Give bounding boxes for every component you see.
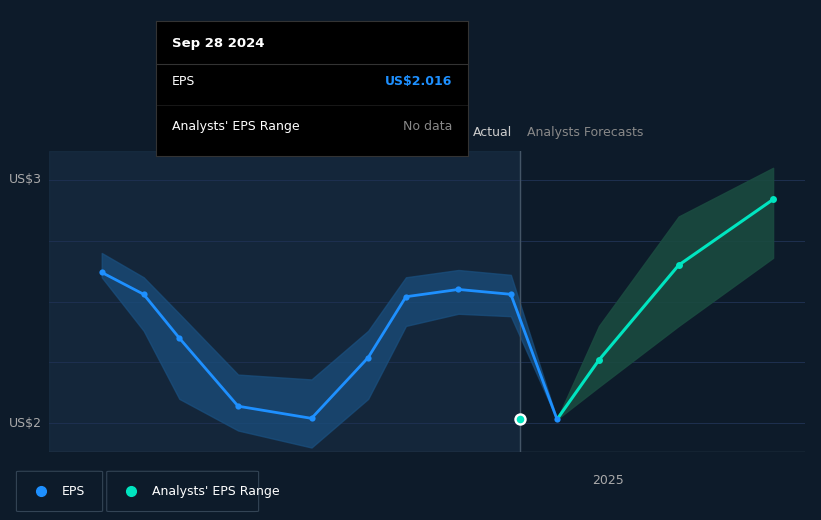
- Point: [137, 290, 150, 298]
- Point: [452, 285, 465, 294]
- Point: [513, 415, 526, 423]
- Point: [504, 290, 517, 298]
- Point: [399, 293, 412, 301]
- Text: No data: No data: [403, 120, 452, 133]
- Text: EPS: EPS: [62, 485, 85, 498]
- Bar: [49, 151, 520, 452]
- FancyBboxPatch shape: [16, 471, 103, 512]
- Text: Analysts' EPS Range: Analysts' EPS Range: [152, 485, 279, 498]
- Point: [95, 268, 108, 277]
- Point: [305, 414, 318, 423]
- Point: [513, 415, 526, 423]
- Text: Actual: Actual: [473, 126, 512, 139]
- Text: EPS: EPS: [172, 75, 195, 88]
- Text: US$2.016: US$2.016: [385, 75, 452, 88]
- Text: Analysts Forecasts: Analysts Forecasts: [527, 126, 644, 139]
- Point: [361, 354, 374, 362]
- Text: 2025: 2025: [592, 474, 624, 487]
- Text: Sep 28 2024: Sep 28 2024: [172, 37, 264, 50]
- Text: Analysts' EPS Range: Analysts' EPS Range: [172, 120, 299, 133]
- FancyBboxPatch shape: [107, 471, 259, 512]
- Point: [172, 334, 186, 342]
- Text: US$3: US$3: [9, 174, 42, 187]
- Point: [672, 261, 686, 269]
- Text: 2023: 2023: [169, 474, 201, 487]
- Point: [550, 415, 563, 423]
- Text: US$2: US$2: [9, 417, 42, 430]
- Point: [232, 402, 245, 410]
- Text: 2024: 2024: [381, 474, 412, 487]
- Point: [767, 196, 780, 204]
- Point: [593, 356, 606, 364]
